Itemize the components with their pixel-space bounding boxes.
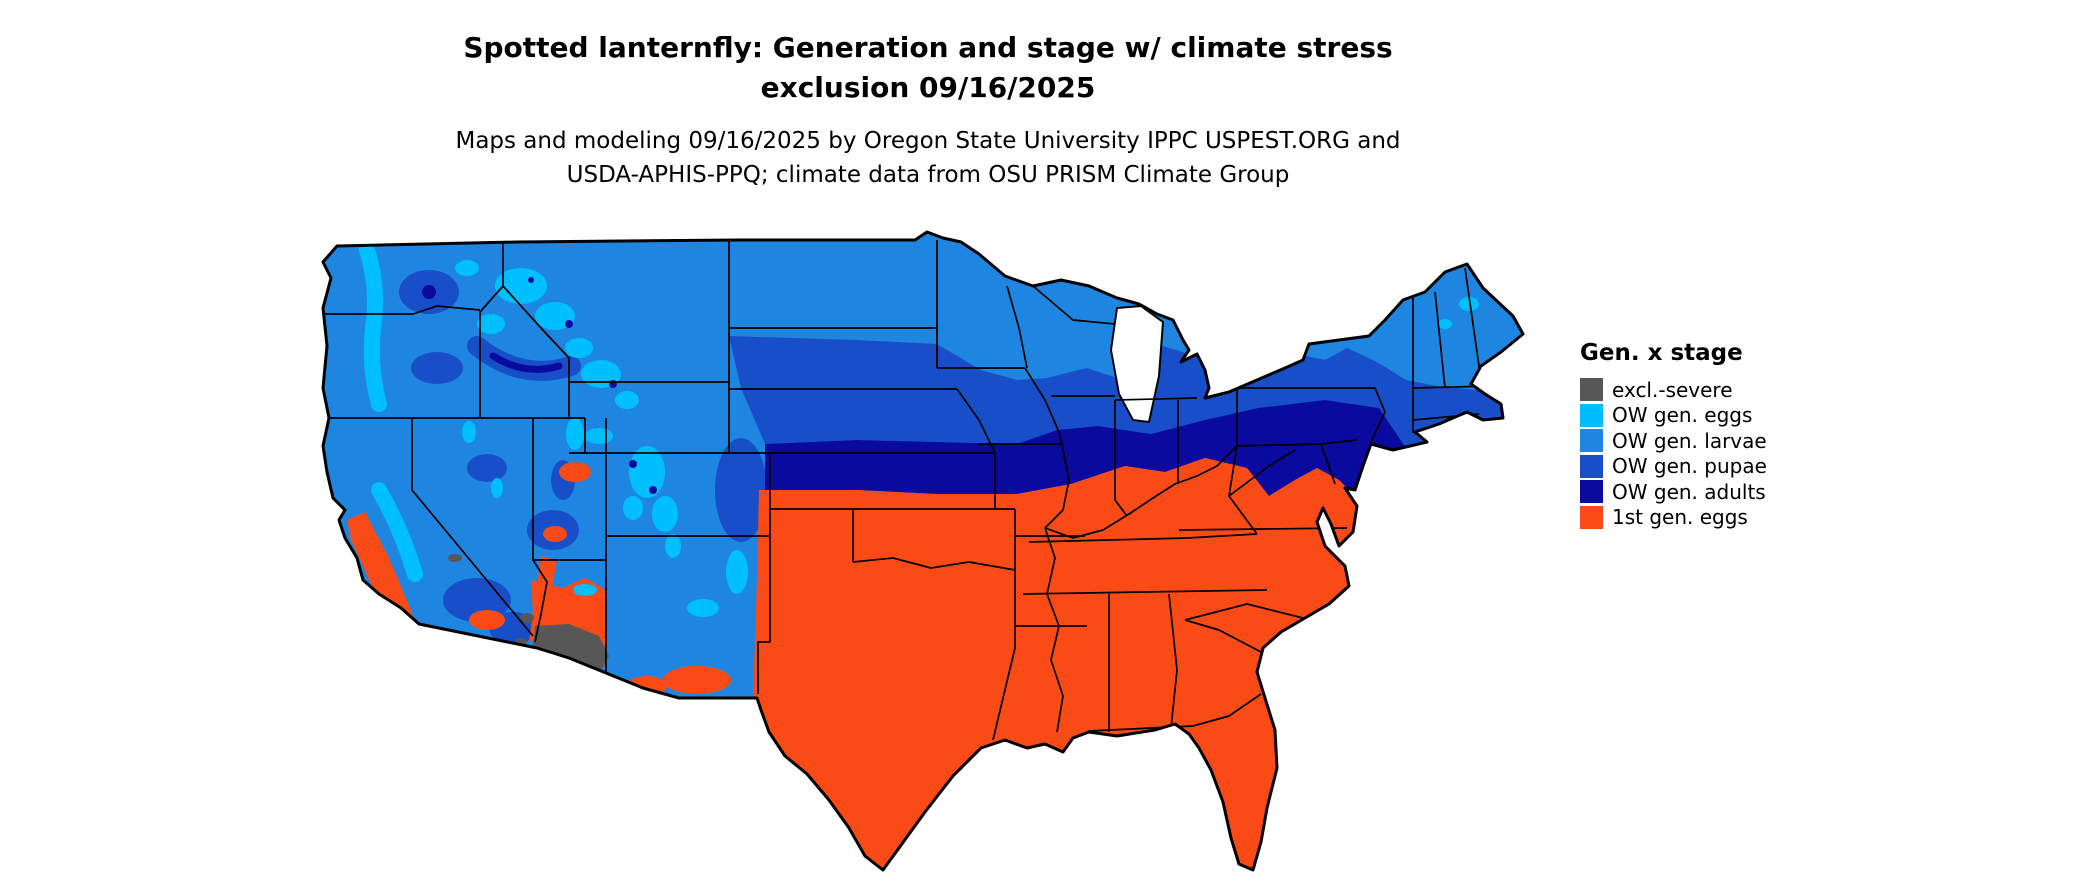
legend-swatch xyxy=(1580,429,1603,453)
legend-swatch xyxy=(1580,454,1603,478)
legend-item: OW gen. eggs xyxy=(1580,403,1767,429)
region-ow-eggs-ridges xyxy=(359,242,423,582)
legend-items: excl.-severe OW gen. eggs OW gen. larvae OW… xyxy=(1580,377,1767,530)
page-title-line1: Spotted lanternfly: Generation and stage… xyxy=(463,31,1393,64)
legend-item-label: 1st gen. eggs xyxy=(1612,505,1748,530)
region-ow-eggs-patches xyxy=(455,260,1479,617)
page-title: Spotted lanternfly: Generation and stage… xyxy=(0,28,1856,108)
legend-item-label: excl.-severe xyxy=(1612,377,1733,402)
legend-item-label: OW gen. eggs xyxy=(1612,403,1753,428)
legend: Gen. x stage excl.-severe OW gen. eggs OW … xyxy=(1580,340,1767,530)
region-ow-adults-specks xyxy=(422,277,657,494)
legend-item-label: OW gen. pupae xyxy=(1612,454,1767,479)
state-borders xyxy=(323,232,1494,741)
page-subtitle: Maps and modeling 09/16/2025 by Oregon S… xyxy=(0,124,1856,192)
legend-item: OW gen. pupae xyxy=(1580,454,1767,480)
legend-swatch xyxy=(1580,480,1603,504)
page-subtitle-line1: Maps and modeling 09/16/2025 by Oregon S… xyxy=(455,128,1401,154)
legend-item-label: OW gen. adults xyxy=(1612,479,1766,504)
legend-item: 1st gen. eggs xyxy=(1580,505,1767,531)
legend-title: Gen. x stage xyxy=(1580,340,1743,366)
legend-item: excl.-severe xyxy=(1580,377,1767,403)
page-title-line2: exclusion 09/16/2025 xyxy=(760,71,1096,104)
region-ow-adults-band xyxy=(765,400,1406,510)
region-ow-adults-snake-core xyxy=(489,352,563,373)
page-subtitle-line2: USDA-APHIS-PPQ; climate data from OSU PR… xyxy=(566,162,1290,188)
us-map-container xyxy=(317,228,1535,884)
legend-item-label: OW gen. larvae xyxy=(1612,428,1767,453)
legend-swatch xyxy=(1580,505,1603,529)
lake-michigan xyxy=(1109,304,1165,424)
legend-item: OW gen. adults xyxy=(1580,479,1767,505)
us-map xyxy=(321,230,1525,872)
region-ow-pupae-band xyxy=(729,336,1523,558)
legend-swatch xyxy=(1580,403,1603,427)
legend-swatch xyxy=(1580,378,1603,402)
legend-item: OW gen. larvae xyxy=(1580,428,1767,454)
